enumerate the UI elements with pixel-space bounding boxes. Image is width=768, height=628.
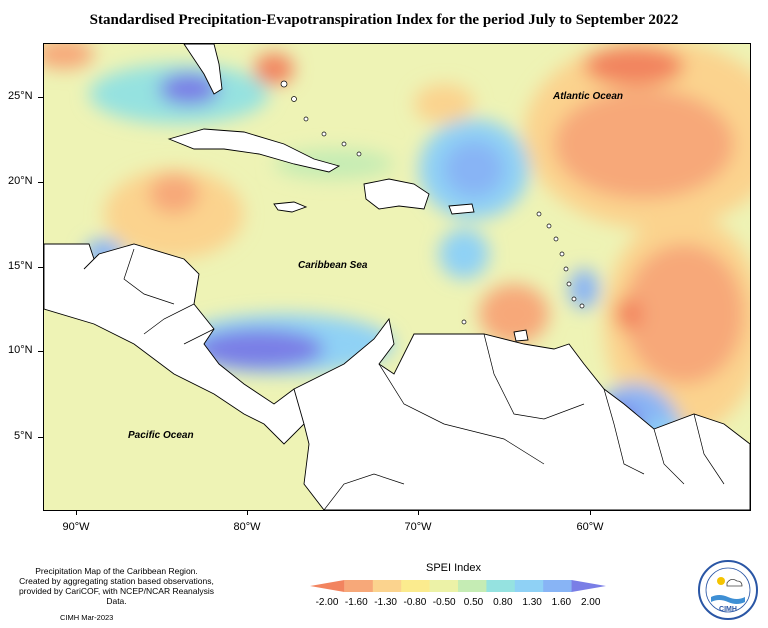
legend-value-label: 0.80	[493, 597, 513, 608]
legend-swatch	[344, 580, 374, 592]
logo-text: CIMH	[719, 606, 737, 613]
lon-label-70w: 70°W	[404, 521, 432, 533]
lat-label-5n: 5°N	[14, 430, 33, 442]
land-masses	[44, 44, 750, 510]
jamaica	[273, 201, 308, 213]
legend-value-label: 2.00	[580, 597, 601, 608]
caribbean-sea-label: Caribbean Sea	[298, 260, 368, 271]
pacific-ocean-label: Pacific Ocean	[128, 430, 194, 441]
credit-line: Created by aggregating station based obs…	[19, 576, 214, 586]
cuba	[167, 128, 341, 173]
legend-value-label: -0.50	[432, 597, 456, 608]
legend-swatch	[310, 580, 345, 592]
puerto-rico	[448, 203, 475, 215]
lat-label-25n: 25°N	[8, 90, 33, 102]
legend-swatch	[543, 580, 573, 592]
legend-swatch	[458, 580, 487, 592]
legend-value-label: 1.30	[522, 597, 542, 608]
south-america	[293, 317, 750, 510]
lon-label-80w: 80°W	[233, 521, 261, 533]
central-america	[44, 243, 315, 445]
credit-line: provided by CariCOF, with NCEP/NCAR Rean…	[18, 586, 215, 606]
lat-tick	[38, 182, 43, 183]
legend-colorbar	[310, 580, 606, 592]
lat-tick	[38, 437, 43, 438]
spei-map	[43, 43, 751, 511]
spei-field	[44, 44, 750, 504]
legend-swatch	[486, 580, 516, 592]
hispaniola	[363, 178, 430, 210]
country-borders	[123, 248, 725, 510]
legend-value-label: -0.80	[403, 597, 427, 608]
legend-swatch	[372, 580, 402, 592]
legend-value-label: -1.30	[374, 597, 397, 608]
lat-label-20n: 20°N	[8, 175, 33, 187]
lon-label-90w: 90°W	[62, 521, 90, 533]
credit-line: Precipitation Map of the Caribbean Regio…	[35, 566, 198, 576]
legend-value-label: -1.60	[344, 597, 368, 608]
small-islands	[280, 80, 585, 325]
legend-swatch	[429, 580, 459, 592]
cloud-icon	[726, 579, 743, 587]
lon-tick	[247, 510, 248, 515]
legend-value-label: 0.50	[463, 597, 484, 608]
legend-value-label: 1.60	[551, 597, 572, 608]
trinidad	[513, 329, 529, 342]
wave-icon	[711, 595, 745, 604]
legend-swatch	[514, 580, 544, 592]
lon-tick	[418, 510, 419, 515]
lon-tick	[76, 510, 77, 515]
lat-tick	[38, 351, 43, 352]
lat-label-15n: 15°N	[8, 260, 33, 272]
sun-icon	[717, 577, 725, 585]
lat-label-10n: 10°N	[8, 344, 33, 356]
legend-value-label: -2.00	[315, 597, 339, 608]
map-title: Standardised Precipitation-Evapotranspir…	[89, 12, 679, 28]
lon-label-60w: 60°W	[576, 521, 604, 533]
lat-tick	[38, 97, 43, 98]
legend-title: SPEI Index	[426, 562, 482, 574]
lon-tick	[590, 510, 591, 515]
legend-swatch	[571, 580, 606, 592]
florida	[183, 44, 223, 95]
footer-date: CIMH Mar-2023	[60, 613, 114, 622]
lat-tick	[38, 267, 43, 268]
spei-map-svg	[44, 44, 750, 510]
legend-swatch	[401, 580, 431, 592]
atlantic-ocean-label: Atlantic Ocean	[553, 91, 624, 102]
cimh-logo: CIMH	[698, 560, 758, 620]
map-credit: Precipitation Map of the Caribbean Regio…	[14, 566, 219, 606]
